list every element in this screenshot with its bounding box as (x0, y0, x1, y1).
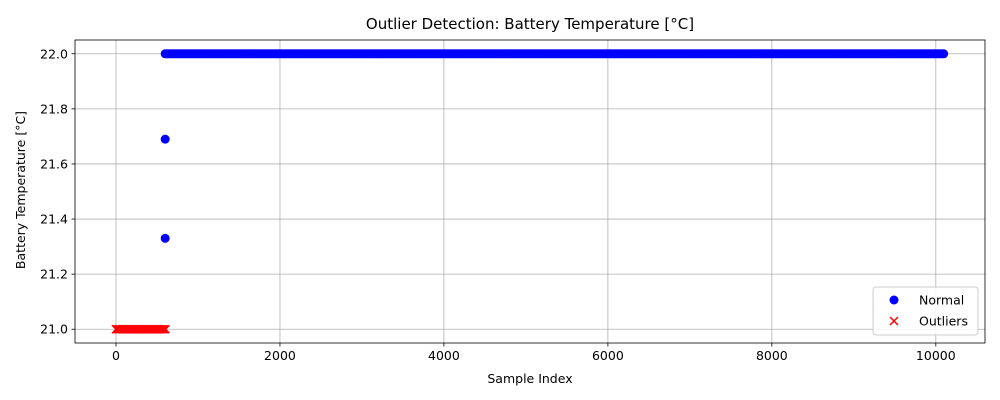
x-axis-ticks: 0 2000 4000 6000 8000 10000 (112, 343, 956, 363)
data-point-outlier (160, 324, 171, 334)
y-axis-label: Battery Temperature [°C] (13, 111, 28, 269)
y-axis-ticks: 21.0 21.2 21.4 21.6 21.8 22.0 (40, 46, 75, 337)
legend-marker-normal (889, 295, 899, 305)
data-point-outlier (157, 324, 168, 334)
y-tick-label: 21.2 (40, 267, 68, 282)
y-tick-label: 21.0 (40, 322, 68, 337)
x-tick-label: 4000 (428, 348, 460, 363)
y-tick-label: 21.8 (40, 101, 68, 116)
x-tick-label: 2000 (264, 348, 296, 363)
y-tick-label: 22.0 (40, 46, 68, 61)
y-tick-label: 21.6 (40, 156, 68, 171)
plot-frame (74, 39, 986, 344)
data-point-normal (160, 233, 170, 243)
data-point-normal (939, 49, 949, 59)
legend-label-normal: Normal (919, 293, 964, 308)
x-tick-label: 0 (112, 348, 120, 363)
legend-frame (872, 286, 979, 336)
x-tick-label: 8000 (756, 348, 788, 363)
chart-title: Outlier Detection: Battery Temperature [… (366, 15, 694, 33)
x-tick-label: 10000 (916, 348, 956, 363)
data-point-outlier (159, 324, 169, 334)
legend-label-outliers: Outliers (919, 314, 968, 329)
legend-marker-outliers (889, 316, 899, 326)
y-tick-label: 21.4 (40, 212, 68, 227)
legend: Normal Outliers (872, 286, 979, 336)
data-point-normal (160, 134, 170, 144)
x-tick-label: 6000 (592, 348, 624, 363)
series-outliers (111, 324, 171, 334)
x-axis-label: Sample Index (487, 371, 572, 386)
series-normal (160, 49, 949, 243)
